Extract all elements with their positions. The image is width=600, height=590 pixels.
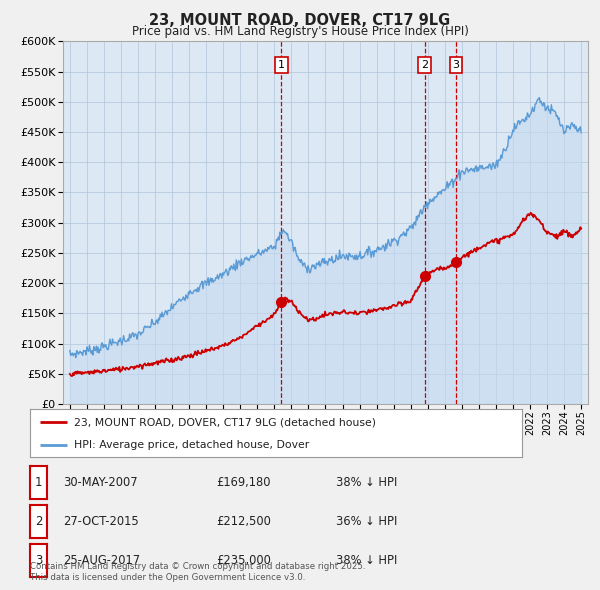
Text: 25-AUG-2017: 25-AUG-2017 xyxy=(63,554,140,567)
Text: Price paid vs. HM Land Registry's House Price Index (HPI): Price paid vs. HM Land Registry's House … xyxy=(131,25,469,38)
Text: Contains HM Land Registry data © Crown copyright and database right 2025.
This d: Contains HM Land Registry data © Crown c… xyxy=(30,562,365,582)
Text: 1: 1 xyxy=(278,60,285,70)
Text: 23, MOUNT ROAD, DOVER, CT17 9LG (detached house): 23, MOUNT ROAD, DOVER, CT17 9LG (detache… xyxy=(74,417,376,427)
Text: £235,000: £235,000 xyxy=(216,554,271,567)
Text: 30-MAY-2007: 30-MAY-2007 xyxy=(63,476,137,489)
Text: 2: 2 xyxy=(421,60,428,70)
Text: 3: 3 xyxy=(35,554,42,567)
Text: 1: 1 xyxy=(35,476,42,489)
Text: HPI: Average price, detached house, Dover: HPI: Average price, detached house, Dove… xyxy=(74,440,310,450)
Text: 38% ↓ HPI: 38% ↓ HPI xyxy=(336,476,397,489)
Text: 38% ↓ HPI: 38% ↓ HPI xyxy=(336,554,397,567)
Text: £169,180: £169,180 xyxy=(216,476,271,489)
Text: 3: 3 xyxy=(452,60,460,70)
Text: 27-OCT-2015: 27-OCT-2015 xyxy=(63,515,139,528)
Text: £212,500: £212,500 xyxy=(216,515,271,528)
Text: 23, MOUNT ROAD, DOVER, CT17 9LG: 23, MOUNT ROAD, DOVER, CT17 9LG xyxy=(149,13,451,28)
Text: 36% ↓ HPI: 36% ↓ HPI xyxy=(336,515,397,528)
Text: 2: 2 xyxy=(35,515,42,528)
